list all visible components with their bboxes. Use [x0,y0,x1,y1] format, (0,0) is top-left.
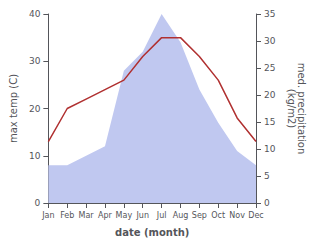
svg-text:20: 20 [29,104,41,114]
svg-text:10: 10 [29,151,41,161]
svg-text:15: 15 [264,117,275,127]
svg-text:0: 0 [35,198,41,208]
svg-text:Oct: Oct [211,211,225,220]
svg-text:Nov: Nov [229,211,245,220]
svg-text:Feb: Feb [60,211,74,220]
svg-text:date (month): date (month) [115,227,189,238]
svg-text:max temp (C): max temp (C) [8,74,19,143]
svg-text:Jul: Jul [156,211,167,220]
svg-text:Mar: Mar [79,211,95,220]
svg-text:Apr: Apr [98,211,113,220]
svg-text:25: 25 [264,63,275,73]
svg-text:Aug: Aug [173,211,189,220]
svg-text:10: 10 [264,144,276,154]
svg-text:30: 30 [264,36,276,46]
svg-text:Jan: Jan [41,211,54,220]
svg-text:20: 20 [264,90,276,100]
svg-text:Sep: Sep [192,211,207,220]
svg-text:5: 5 [264,171,270,181]
svg-text:35: 35 [264,9,275,19]
svg-text:40: 40 [29,9,41,19]
svg-text:Jun: Jun [135,211,149,220]
svg-text:med. precipitation: med. precipitation [295,62,307,155]
svg-text:30: 30 [29,56,41,66]
svg-text:0: 0 [264,198,270,208]
svg-text:(kg/m2): (kg/m2) [286,89,297,129]
svg-text:Dec: Dec [248,211,263,220]
svg-text:May: May [116,211,133,220]
